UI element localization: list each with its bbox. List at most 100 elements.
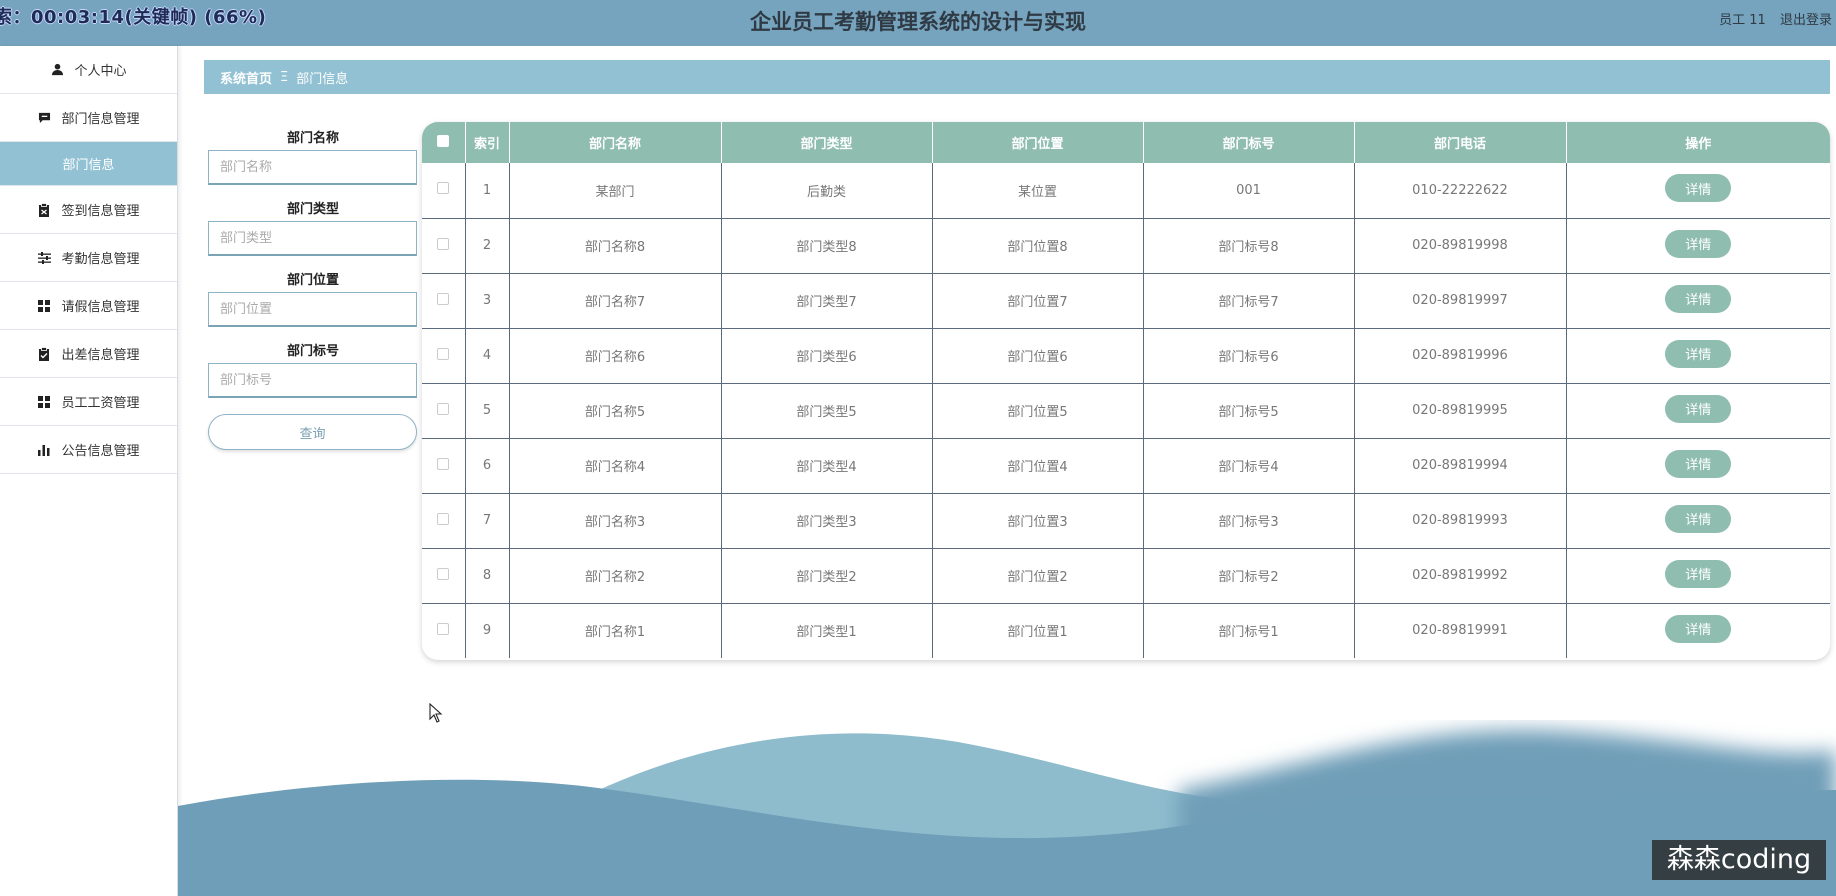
action-cell: 详情 xyxy=(1566,548,1830,604)
column-header: 部门电话 xyxy=(1354,122,1567,163)
table-row: 9 部门名称1 部门类型1 部门位置1 部门标号1 020-89819991 详情 xyxy=(422,603,1830,658)
action-cell: 详情 xyxy=(1566,438,1830,494)
table-cell: 部门类型8 xyxy=(721,218,933,274)
row-select-cell[interactable] xyxy=(422,328,466,384)
table-cell: 8 xyxy=(465,548,510,604)
table-cell: 001 xyxy=(1143,163,1355,219)
row-checkbox[interactable] xyxy=(437,347,450,360)
table-cell: 部门类型1 xyxy=(721,603,933,658)
table-cell: 部门名称2 xyxy=(509,548,722,604)
table-row: 6 部门名称4 部门类型4 部门位置4 部门标号4 020-89819994 详情 xyxy=(422,438,1830,494)
table-cell: 部门名称1 xyxy=(509,603,722,658)
department-location-input[interactable] xyxy=(208,292,417,327)
row-checkbox[interactable] xyxy=(437,292,450,305)
column-header: 操作 xyxy=(1566,122,1830,163)
row-checkbox[interactable] xyxy=(437,512,450,525)
row-select-cell[interactable] xyxy=(422,438,466,494)
sidebar-item-department-info[interactable]: 部门信息 xyxy=(0,142,177,186)
row-checkbox[interactable] xyxy=(437,622,450,635)
row-select-cell[interactable] xyxy=(422,163,466,219)
row-select-cell[interactable] xyxy=(422,383,466,439)
table-row: 8 部门名称2 部门类型2 部门位置2 部门标号2 020-89819992 详情 xyxy=(422,548,1830,604)
department-name-label: 部门名称 xyxy=(286,131,339,146)
table-cell: 部门名称4 xyxy=(509,438,722,494)
column-header: 索引 xyxy=(465,122,510,163)
row-select-cell[interactable] xyxy=(422,493,466,549)
video-overlay-text: 索：00:03:14(关键帧) (66%) xyxy=(0,7,267,28)
table-cell: 部门位置7 xyxy=(932,273,1144,329)
sidebar-item-leave-management[interactable]: 请假信息管理 xyxy=(0,282,177,330)
search-button[interactable]: 查询 xyxy=(208,414,417,450)
clipboard-icon xyxy=(37,202,51,217)
row-checkbox[interactable] xyxy=(437,402,450,415)
detail-button[interactable]: 详情 xyxy=(1665,614,1732,643)
detail-button[interactable]: 详情 xyxy=(1665,559,1732,588)
table-cell: 020-89819996 xyxy=(1354,328,1567,384)
department-name-input[interactable] xyxy=(208,150,417,185)
row-select-cell[interactable] xyxy=(422,273,466,329)
row-select-cell[interactable] xyxy=(422,548,466,604)
select-all-header[interactable] xyxy=(422,122,466,163)
table-cell: 部门位置4 xyxy=(932,438,1144,494)
department-code-label: 部门标号 xyxy=(286,344,339,359)
detail-button[interactable]: 详情 xyxy=(1665,394,1732,423)
breadcrumb-separator: Ξ xyxy=(280,69,289,85)
sidebar-item-label: 考勤信息管理 xyxy=(61,252,140,267)
table-cell: 部门位置3 xyxy=(932,493,1144,549)
row-checkbox[interactable] xyxy=(437,567,450,580)
action-cell: 详情 xyxy=(1566,273,1830,329)
sliders-icon xyxy=(37,251,51,265)
sidebar-item-label: 请假信息管理 xyxy=(61,300,140,315)
table-cell: 部门名称5 xyxy=(509,383,722,439)
department-code-input[interactable] xyxy=(208,363,417,398)
table-cell: 4 xyxy=(465,328,510,384)
department-location-label: 部门位置 xyxy=(286,273,339,288)
search-form: 部门名称 部门类型 部门位置 部门标号 查询 xyxy=(208,128,418,450)
breadcrumb-home[interactable]: 系统首页 xyxy=(220,71,273,87)
table-cell: 某部门 xyxy=(509,163,722,219)
row-select-cell[interactable] xyxy=(422,603,466,658)
row-checkbox[interactable] xyxy=(437,182,450,195)
sidebar-item-business-trip-management[interactable]: 出差信息管理 xyxy=(0,330,177,378)
sidebar-item-notice-management[interactable]: 公告信息管理 xyxy=(0,426,177,474)
detail-button[interactable]: 详情 xyxy=(1665,174,1732,203)
table-cell: 部门类型5 xyxy=(721,383,933,439)
detail-button[interactable]: 详情 xyxy=(1665,504,1732,533)
detail-button[interactable]: 详情 xyxy=(1665,449,1732,478)
department-type-label: 部门类型 xyxy=(286,202,339,217)
clipboard-check-icon xyxy=(37,346,51,361)
row-checkbox[interactable] xyxy=(437,237,450,250)
row-checkbox[interactable] xyxy=(437,457,450,470)
sidebar-item-label: 出差信息管理 xyxy=(61,348,140,363)
detail-button[interactable]: 详情 xyxy=(1665,229,1732,258)
table-cell: 部门标号5 xyxy=(1143,383,1355,439)
sidebar-item-salary-management[interactable]: 员工工资管理 xyxy=(0,378,177,426)
table-cell: 部门名称3 xyxy=(509,493,722,549)
table-cell: 9 xyxy=(465,603,510,658)
table-cell: 部门位置1 xyxy=(932,603,1144,658)
table-cell: 020-89819998 xyxy=(1354,218,1567,274)
department-type-input[interactable] xyxy=(208,221,417,256)
sidebar-item-attendance-management[interactable]: 考勤信息管理 xyxy=(0,234,177,282)
table-cell: 020-89819992 xyxy=(1354,548,1567,604)
table-cell: 部门类型6 xyxy=(721,328,933,384)
table-cell: 部门位置8 xyxy=(932,218,1144,274)
grid-icon xyxy=(37,299,51,313)
table-row: 1 某部门 后勤类 某位置 001 010-22222622 详情 xyxy=(422,163,1830,219)
table-row: 7 部门名称3 部门类型3 部门位置3 部门标号3 020-89819993 详情 xyxy=(422,493,1830,549)
sidebar-item-personal-center[interactable]: 个人中心 xyxy=(0,46,177,94)
select-all-checkbox[interactable] xyxy=(437,134,450,147)
sidebar-item-department-management[interactable]: 部门信息管理 xyxy=(0,94,177,142)
sidebar-item-signin-management[interactable]: 签到信息管理 xyxy=(0,186,177,234)
detail-button[interactable]: 详情 xyxy=(1665,284,1732,313)
table-cell: 5 xyxy=(465,383,510,439)
column-header: 部门位置 xyxy=(932,122,1144,163)
column-header: 部门名称 xyxy=(509,122,722,163)
row-select-cell[interactable] xyxy=(422,218,466,274)
table-cell: 1 xyxy=(465,163,510,219)
table-cell: 部门类型7 xyxy=(721,273,933,329)
action-cell: 详情 xyxy=(1566,603,1830,658)
logout-link[interactable]: 退出登录 xyxy=(1779,13,1832,28)
sidebar-item-label: 签到信息管理 xyxy=(61,204,140,219)
detail-button[interactable]: 详情 xyxy=(1665,339,1732,368)
